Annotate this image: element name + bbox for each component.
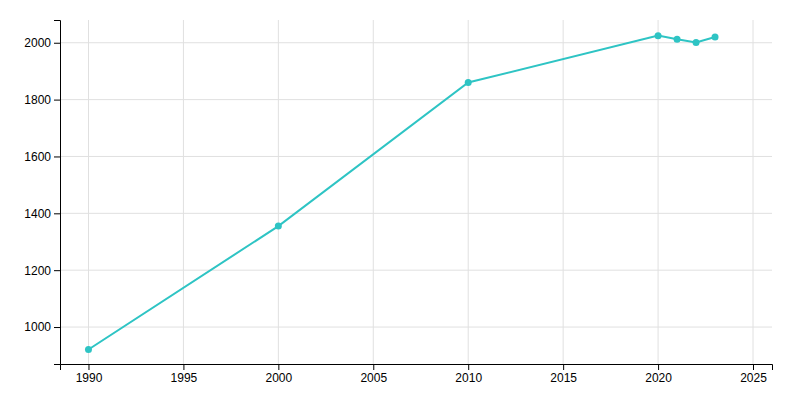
plot-area (85, 32, 719, 353)
x-tick-label: 1990 (76, 371, 103, 385)
grid-line-x (278, 20, 279, 364)
x-tick-label: 2010 (455, 371, 482, 385)
y-tick-mark (54, 327, 60, 328)
grid-line-y (60, 327, 772, 328)
x-tick: 2020 (645, 364, 672, 385)
x-tick: 1995 (171, 364, 198, 385)
chart: 1990 1995 2000 2005 2010 2015 2020 2025 1000 1200… (0, 0, 800, 400)
point (655, 32, 662, 39)
x-tick: 2005 (360, 364, 387, 385)
x-tick-label: 2015 (550, 371, 577, 385)
y-tick-mark (54, 270, 60, 271)
grid (60, 20, 772, 364)
point (275, 223, 282, 230)
x-tick-mark (183, 364, 184, 370)
grid-line-x (468, 20, 469, 364)
y-tick-mark (54, 43, 60, 44)
x-tick-label: 1995 (171, 371, 198, 385)
y-tick-mark (54, 213, 60, 214)
grid-line-x (658, 20, 659, 364)
line (88, 36, 715, 350)
x-tick-mark (658, 364, 659, 370)
y-tick-label: 1000 (24, 320, 51, 334)
point (674, 36, 681, 43)
x-tick: 1990 (76, 364, 103, 385)
grid-line-x (753, 20, 754, 364)
grid-line-x (563, 20, 564, 364)
x-tick: 2015 (550, 364, 577, 385)
point (85, 346, 92, 353)
x-tick: 2010 (455, 364, 482, 385)
x-tick-mark (88, 364, 89, 370)
x-tick-label: 2020 (645, 371, 672, 385)
grid-line-x (88, 20, 89, 364)
x-tick-mark (278, 364, 279, 370)
grid-line-y (60, 99, 772, 100)
point (693, 39, 700, 46)
x-axis-line (61, 365, 773, 371)
x-tick-label: 2005 (360, 371, 387, 385)
y-tick: 2000 (24, 36, 60, 50)
grid-line-y (60, 270, 772, 271)
y-axis-line (54, 21, 61, 365)
x-tick-label: 2000 (265, 371, 292, 385)
x-tick-mark (563, 364, 564, 370)
x-tick-mark (753, 364, 754, 370)
y-tick: 1400 (24, 207, 60, 221)
point (465, 79, 472, 86)
grid-line-x (183, 20, 184, 364)
y-tick-label: 1800 (24, 93, 51, 107)
y-tick-label: 1200 (24, 264, 51, 278)
y-tick-label: 2000 (24, 36, 51, 50)
y-tick: 1200 (24, 264, 60, 278)
y-tick-mark (54, 156, 60, 157)
grid-line-y (60, 156, 772, 157)
x-tick-label: 2025 (740, 371, 767, 385)
y-tick: 1600 (24, 150, 60, 164)
x-tick-mark (373, 364, 374, 370)
y-tick: 1000 (24, 320, 60, 334)
y-tick-label: 1600 (24, 150, 51, 164)
y-tick-mark (54, 100, 60, 101)
grid-line-y (60, 213, 772, 214)
y-axis: 1000 1200 1400 1600 1800 2000 (24, 21, 60, 365)
point (712, 34, 719, 41)
chart-container: 1990 1995 2000 2005 2010 2015 2020 2025 1000 1200… (0, 0, 800, 400)
y-tick-label: 1400 (24, 207, 51, 221)
x-tick-mark (468, 364, 469, 370)
grid-line-x (373, 20, 374, 364)
x-axis: 1990 1995 2000 2005 2010 2015 2020 2025 (61, 364, 773, 385)
y-tick: 1800 (24, 93, 60, 107)
x-tick: 2025 (740, 364, 767, 385)
grid-line-y (60, 42, 772, 43)
x-tick: 2000 (265, 364, 292, 385)
